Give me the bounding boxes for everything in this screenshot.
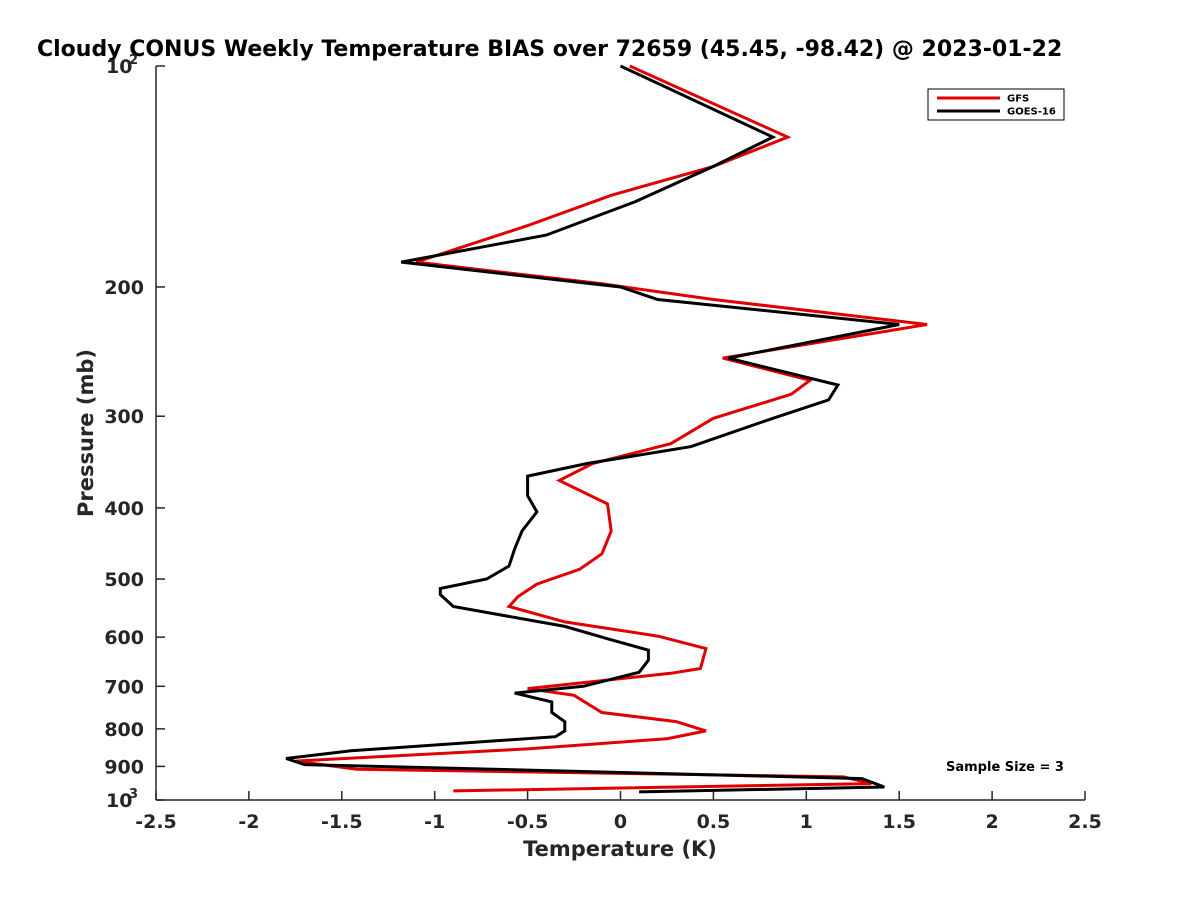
- x-tick-label: -1: [424, 811, 445, 833]
- y-tick-label: 900: [104, 756, 144, 778]
- sample-size-annotation: Sample Size = 3: [946, 760, 1064, 775]
- series-line-goes-16: [285, 64, 900, 794]
- x-tick-label: 1.5: [882, 811, 916, 833]
- y-tick-label: 500: [104, 569, 144, 591]
- x-tick-label: -2: [238, 811, 259, 833]
- y-tick-label-exponent: 3: [129, 787, 138, 802]
- y-tick-label: 10: [106, 56, 132, 78]
- y-tick-label: 600: [104, 627, 144, 649]
- y-tick-label: 800: [104, 719, 144, 741]
- plot-area: -2.5 -2 -1.5 -1 -0.5 0 0.5 1 1.5 2 2.5102200300400…: [104, 53, 1102, 833]
- x-tick-label: -2.5: [135, 811, 177, 833]
- legend: GFS GOES-16: [937, 94, 1056, 118]
- x-tick-label: 0: [614, 811, 627, 833]
- chart-title: Cloudy CONUS Weekly Temperature BIAS ove…: [37, 37, 1062, 62]
- y-tick-label-exponent: 2: [129, 53, 138, 68]
- y-tick-label: 200: [104, 277, 144, 299]
- y-tick-label: 10: [106, 790, 132, 812]
- legend-label-goes-16: GOES-16: [1007, 107, 1056, 118]
- x-tick-label: -0.5: [507, 811, 549, 833]
- x-tick-label: 2.5: [1068, 811, 1102, 833]
- y-tick-label: 300: [104, 406, 144, 428]
- y-tick-label: 700: [104, 676, 144, 698]
- x-tick-label: 1: [800, 811, 813, 833]
- y-axis-label: Pressure (mb): [74, 349, 98, 517]
- x-tick-label: -1.5: [321, 811, 363, 833]
- x-tick-label: 0.5: [697, 811, 731, 833]
- legend-box: [927, 88, 1065, 121]
- y-tick-label: 400: [104, 498, 144, 520]
- x-tick-label: 2: [985, 811, 998, 833]
- series-line-gfs: [295, 64, 928, 793]
- legend-label-gfs: GFS: [1007, 94, 1029, 105]
- x-axis-label: Temperature (K): [523, 837, 717, 861]
